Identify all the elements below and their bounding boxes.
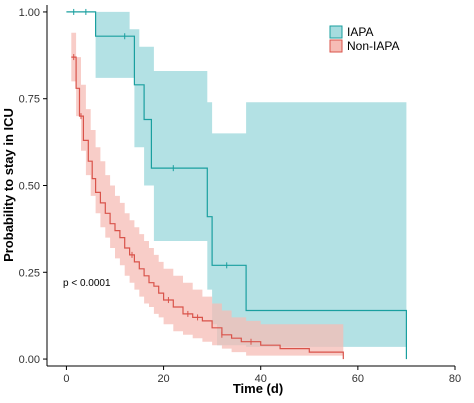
p-value-annotation: p < 0.0001 (63, 278, 111, 289)
y-tick-label: 0.75 (19, 94, 40, 106)
y-tick-label: 0.25 (19, 267, 40, 279)
y-tick-label: 1.00 (19, 7, 40, 19)
x-axis-title: Time (d) (233, 381, 283, 396)
y-axis-title: Probability to stay in ICU (1, 108, 16, 262)
x-tick-label: 20 (157, 373, 169, 385)
x-tick-label: 0 (63, 373, 69, 385)
band-iapa (66, 11, 407, 347)
x-tick-label: 40 (255, 373, 267, 385)
legend-label-iapa: IAPA (347, 25, 373, 39)
y-tick-label: 0.50 (19, 181, 40, 193)
legend-key-iapa (329, 25, 343, 39)
censor-marks (73, 8, 252, 345)
curve-non-iapa (71, 56, 344, 360)
survival-curves (66, 11, 407, 360)
y-tick-label: 0.00 (19, 354, 40, 366)
y-ticks: 0.00 0.25 0.50 0.75 1.00 (19, 7, 47, 366)
curve-iapa (66, 11, 407, 360)
legend-key-non-iapa (329, 39, 343, 53)
x-tick-label: 60 (352, 373, 364, 385)
legend-label-non-iapa: Non-IAPA (347, 39, 399, 53)
band-non-iapa (71, 32, 344, 356)
confidence-bands (66, 11, 407, 356)
legend: IAPA Non-IAPA (329, 25, 399, 53)
x-tick-label: 80 (449, 373, 461, 385)
x-ticks: 0 20 40 60 80 (63, 366, 461, 385)
